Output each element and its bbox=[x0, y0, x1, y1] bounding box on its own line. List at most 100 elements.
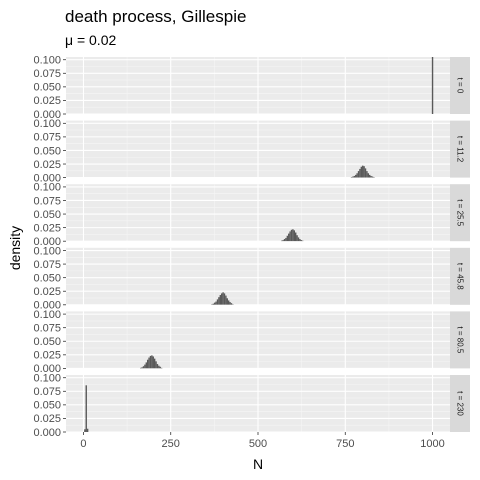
histogram-bars bbox=[211, 292, 234, 305]
facet-strip bbox=[450, 311, 470, 369]
histogram-bar bbox=[226, 298, 228, 305]
facet-label: t = 230 bbox=[456, 391, 465, 416]
facet-label: t = 0 bbox=[456, 78, 465, 94]
histogram-bar bbox=[367, 173, 370, 178]
histogram-bar bbox=[431, 57, 434, 114]
x-tick-label: 0 bbox=[80, 438, 86, 450]
x-tick-label: 1000 bbox=[420, 438, 444, 450]
histogram-bar bbox=[149, 355, 152, 369]
histogram-bar bbox=[366, 171, 368, 178]
histogram-bar bbox=[222, 292, 224, 305]
y-tick-label: 0.050 bbox=[33, 82, 61, 94]
histogram-bar bbox=[353, 175, 356, 178]
y-tick-label: 0.100 bbox=[33, 182, 61, 194]
histogram-bar bbox=[156, 364, 159, 369]
histogram-bars bbox=[84, 385, 89, 432]
histogram-bar bbox=[300, 240, 302, 242]
histogram-bar bbox=[230, 303, 233, 305]
histogram-bar bbox=[211, 304, 213, 305]
histogram-bar bbox=[145, 362, 147, 369]
y-tick-label: 0.025 bbox=[33, 159, 61, 171]
facet-label: t = 25.5 bbox=[456, 199, 465, 226]
facet-label: t = 80.5 bbox=[456, 326, 465, 353]
histogram-bar bbox=[158, 365, 160, 369]
y-tick-label: 0.025 bbox=[33, 95, 61, 107]
histogram-bar bbox=[289, 231, 291, 242]
histogram-bar bbox=[220, 293, 223, 305]
histogram-bar bbox=[369, 174, 371, 178]
histogram-bar bbox=[225, 295, 227, 305]
histogram-bar bbox=[364, 168, 367, 178]
histogram-bar bbox=[301, 240, 304, 242]
histogram-bar bbox=[290, 229, 293, 242]
y-tick-label: 0.075 bbox=[33, 132, 61, 144]
histogram-bar bbox=[297, 237, 300, 242]
histogram-bar bbox=[286, 235, 289, 242]
histogram-bar bbox=[212, 303, 215, 305]
histogram-bar bbox=[146, 359, 149, 369]
y-tick-label: 0.075 bbox=[33, 68, 61, 80]
histogram-bar bbox=[159, 366, 161, 369]
facet-label: t = 11.2 bbox=[456, 136, 465, 163]
histogram-bar bbox=[373, 177, 375, 178]
y-tick-label: 0.050 bbox=[33, 336, 61, 348]
y-tick-label: 0.050 bbox=[33, 272, 61, 284]
histogram-bar bbox=[362, 165, 364, 178]
y-tick-label: 0.075 bbox=[33, 259, 61, 271]
histogram-bar bbox=[355, 174, 357, 178]
histogram-bar bbox=[232, 304, 234, 305]
y-tick-label: 0.000 bbox=[33, 300, 61, 312]
histogram-bar bbox=[282, 240, 284, 242]
y-tick-label: 0.000 bbox=[33, 427, 61, 439]
histogram-bar bbox=[295, 232, 297, 242]
histogram-bar bbox=[86, 428, 89, 432]
x-axis-title: N bbox=[253, 456, 263, 472]
y-axis-title: density bbox=[7, 226, 23, 270]
x-tick-label: 250 bbox=[162, 438, 180, 450]
histogram-bar bbox=[141, 367, 143, 369]
histogram-bar bbox=[219, 295, 221, 305]
histogram-bar bbox=[281, 240, 283, 242]
histogram-bar bbox=[84, 429, 86, 432]
facet-strip bbox=[450, 375, 470, 432]
histogram-bars bbox=[431, 57, 434, 114]
y-tick-label: 0.025 bbox=[33, 350, 61, 362]
chart-title: death process, Gillespie bbox=[65, 7, 246, 26]
y-tick-label: 0.025 bbox=[33, 286, 61, 298]
y-tick-label: 0.050 bbox=[33, 209, 61, 221]
histogram-bar bbox=[148, 357, 150, 369]
y-tick-label: 0.025 bbox=[33, 413, 61, 425]
histogram-bar bbox=[215, 301, 217, 305]
histogram-bar bbox=[371, 176, 374, 178]
facet-label: t = 45.8 bbox=[456, 263, 465, 290]
histogram-bar bbox=[357, 171, 360, 178]
facet-strip bbox=[450, 184, 470, 242]
histogram-bar bbox=[229, 302, 231, 305]
histogram-bar bbox=[160, 367, 163, 369]
histogram-bar bbox=[292, 229, 294, 242]
y-tick-label: 0.075 bbox=[33, 386, 61, 398]
histogram-bar bbox=[363, 166, 365, 178]
y-tick-label: 0.050 bbox=[33, 400, 61, 412]
x-tick-label: 500 bbox=[249, 438, 267, 450]
histogram-bar bbox=[370, 175, 372, 178]
histogram-bar bbox=[85, 385, 87, 432]
histogram-bar bbox=[285, 237, 287, 242]
histogram-bar bbox=[296, 235, 298, 242]
histogram-bar bbox=[350, 177, 353, 178]
histogram-bars bbox=[350, 165, 375, 178]
y-tick-label: 0.000 bbox=[33, 109, 61, 121]
x-tick-label: 750 bbox=[336, 438, 354, 450]
histogram-bar bbox=[356, 173, 358, 178]
x-axis: 0 250 500 750 1000 bbox=[80, 432, 445, 450]
histogram-bar bbox=[216, 299, 219, 305]
histogram-bar bbox=[352, 176, 354, 178]
y-tick-label: 0.000 bbox=[33, 236, 61, 248]
y-tick-label: 0.100 bbox=[33, 309, 61, 321]
